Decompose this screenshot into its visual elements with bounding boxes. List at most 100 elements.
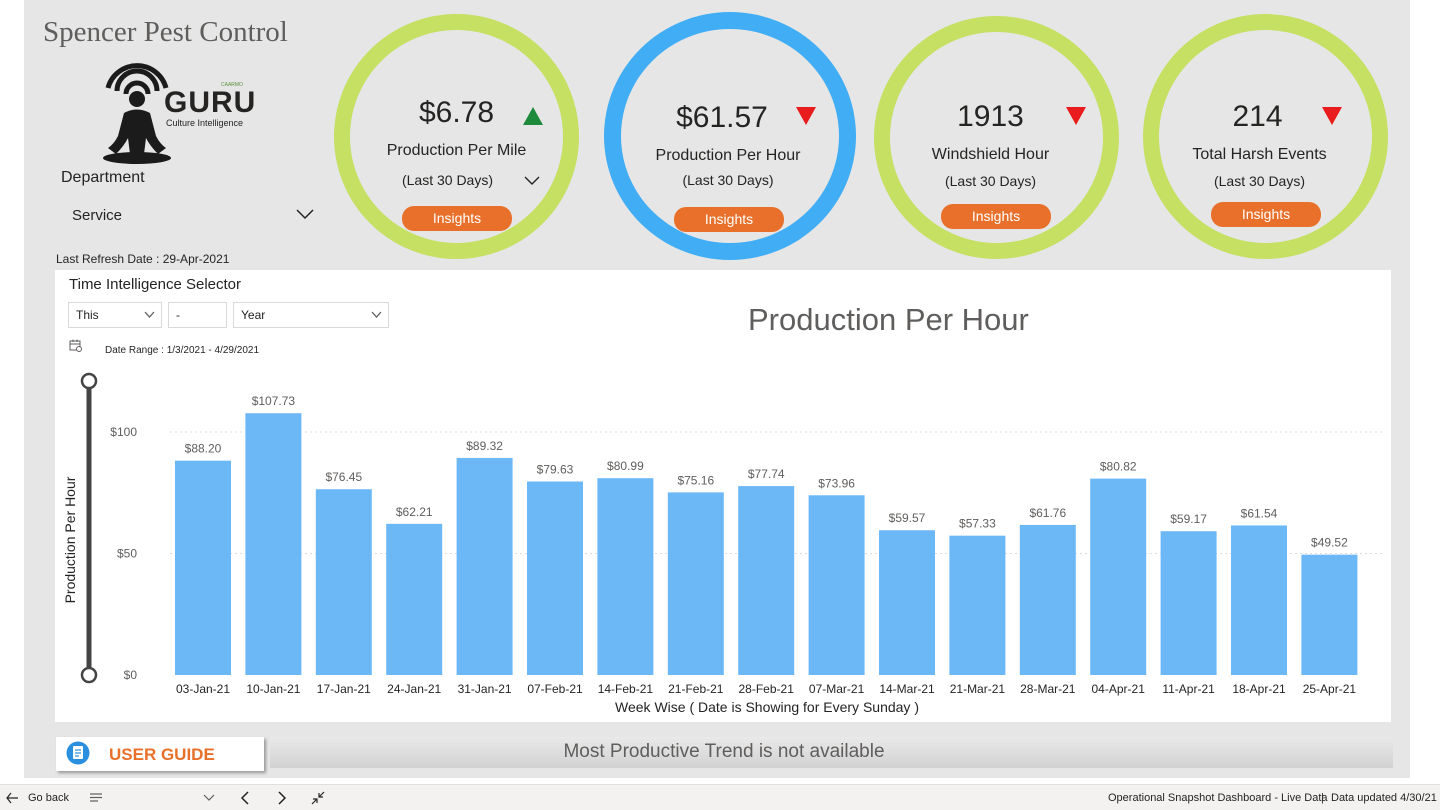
bar	[949, 535, 1006, 675]
insights-button[interactable]: Insights	[1211, 202, 1321, 227]
department-dropdown[interactable]: Service	[72, 207, 123, 224]
chevron-down-icon	[371, 311, 382, 318]
x-tick-label: 18-Apr-21	[1232, 682, 1286, 696]
kpi-label: Production Per Mile	[386, 142, 527, 159]
calendar-icon[interactable]	[69, 339, 82, 352]
x-tick-label: 11-Apr-21	[1162, 682, 1215, 696]
y-tick-label: $100	[110, 425, 137, 439]
logo-word: GURU	[164, 86, 257, 119]
kpi-subtitle: (Last 30 Days)	[682, 172, 774, 188]
x-tick-label: 14-Mar-21	[879, 682, 935, 696]
collapse-icon[interactable]	[311, 791, 325, 805]
chevron-down-icon[interactable]	[203, 794, 215, 802]
trend-down-icon	[1066, 107, 1086, 125]
kpi-total-harsh-events: 214 Total Harsh Events (Last 30 Days) In…	[1143, 14, 1388, 259]
kpi-subtitle: (Last 30 Days)	[944, 173, 1037, 189]
trend-banner	[270, 737, 1393, 768]
y-tick-label: $0	[124, 668, 138, 682]
x-tick-label: 17-Jan-21	[317, 682, 371, 696]
production-per-hour-chart: $88.20 $107.73 $76.45 $62.21 $89.32 $79.63 $80…	[62, 372, 1385, 715]
next-page-icon[interactable]	[277, 791, 287, 805]
document-icon	[66, 741, 90, 765]
bar	[597, 478, 654, 675]
back-arrow-icon[interactable]	[6, 792, 19, 804]
unit-dropdown[interactable]: Year	[233, 302, 389, 328]
time-intelligence-title: Time Intelligence Selector	[69, 276, 242, 293]
data-label: $59.57	[889, 511, 926, 525]
company-name: Spencer Pest Control	[43, 16, 288, 48]
bar	[1019, 524, 1076, 675]
kpi-value: $61.57	[676, 101, 768, 134]
footer-separator: |	[1321, 792, 1324, 804]
bar	[386, 523, 443, 675]
bar	[527, 481, 583, 675]
chevron-down-icon	[144, 311, 155, 318]
report-footer: Go back Operational Snapshot Dashboard -…	[0, 784, 1440, 810]
last-refresh-date: Last Refresh Date : 29-Apr-2021	[56, 252, 230, 266]
bar	[808, 495, 865, 675]
date-slider-handle-bottom[interactable]	[80, 666, 98, 684]
data-label: $88.20	[185, 442, 222, 456]
kpi-value: $6.78	[418, 96, 495, 129]
bar	[456, 457, 513, 675]
chevron-down-icon[interactable]	[524, 176, 540, 186]
kpi-subtitle: (Last 30 Days)	[401, 172, 494, 188]
x-tick-label: 04-Apr-21	[1092, 682, 1146, 696]
user-guide-label: USER GUIDE	[109, 745, 215, 764]
data-label: $89.32	[466, 439, 503, 453]
insights-button[interactable]: Insights	[402, 206, 512, 231]
y-axis-label: Production Per Hour	[62, 476, 78, 603]
kpi-label: Windshield Hour	[931, 146, 1050, 163]
user-guide-button[interactable]	[56, 737, 264, 771]
y-tick-label: $50	[117, 547, 137, 561]
bar	[667, 492, 724, 675]
go-back-button[interactable]: Go back	[28, 792, 69, 804]
kpi-label: Production Per Hour	[655, 147, 801, 164]
x-tick-label: 28-Feb-21	[739, 682, 795, 696]
x-tick-label: 31-Jan-21	[458, 682, 512, 696]
bar	[315, 489, 372, 675]
number-value: -	[176, 308, 180, 322]
data-label: $62.21	[396, 505, 433, 519]
bar	[879, 530, 935, 675]
x-tick-label: 28-Mar-21	[1020, 682, 1076, 696]
data-label: $107.73	[252, 394, 296, 408]
data-label: $61.54	[1241, 506, 1278, 520]
data-label: $59.17	[1170, 512, 1207, 526]
x-tick-label: 24-Jan-21	[387, 682, 441, 696]
kpi-production-per-hour: $61.57 Production Per Hour (Last 30 Days…	[604, 12, 856, 260]
kpi-value: 214	[1232, 100, 1283, 133]
logo-subtitle: Culture Intelligence	[166, 118, 244, 128]
previous-page-icon[interactable]	[240, 791, 250, 805]
date-slider-handle-top[interactable]	[80, 372, 98, 390]
x-axis-label: Week Wise ( Date is Showing for Every Su…	[615, 699, 919, 715]
data-label: $80.99	[607, 459, 644, 473]
data-label: $79.63	[537, 462, 574, 476]
report-name: Operational Snapshot Dashboard - Live Da…	[1108, 792, 1328, 804]
trend-message: Most Productive Trend is not available	[563, 741, 885, 762]
insights-button[interactable]: Insights	[674, 207, 784, 232]
kpi-label: Total Harsh Events	[1192, 146, 1327, 163]
period-value: This	[76, 308, 99, 322]
pages-menu-icon[interactable]	[90, 793, 102, 802]
chevron-down-icon[interactable]	[296, 208, 314, 220]
trend-down-icon	[1322, 107, 1342, 125]
kpi-windshield-hour: 1913 Windshield Hour (Last 30 Days) Insi…	[874, 16, 1119, 259]
x-tick-label: 25-Apr-21	[1303, 682, 1357, 696]
bar	[175, 460, 231, 675]
guru-logo-icon	[103, 63, 171, 164]
trend-down-icon	[796, 107, 816, 125]
insights-button[interactable]: Insights	[941, 204, 1051, 229]
data-label: $73.96	[818, 476, 855, 490]
x-tick-label: 07-Feb-21	[527, 682, 583, 696]
period-dropdown[interactable]: This	[68, 302, 162, 328]
number-input[interactable]: -	[168, 302, 227, 328]
x-tick-label: 07-Mar-21	[809, 682, 865, 696]
data-label: $75.16	[677, 473, 714, 487]
bar	[738, 486, 795, 675]
bar	[245, 413, 302, 675]
chart-title: Production Per Hour	[748, 302, 1029, 337]
x-tick-label: 21-Mar-21	[950, 682, 1006, 696]
unit-value: Year	[241, 308, 266, 322]
x-tick-label: 21-Feb-21	[668, 682, 724, 696]
